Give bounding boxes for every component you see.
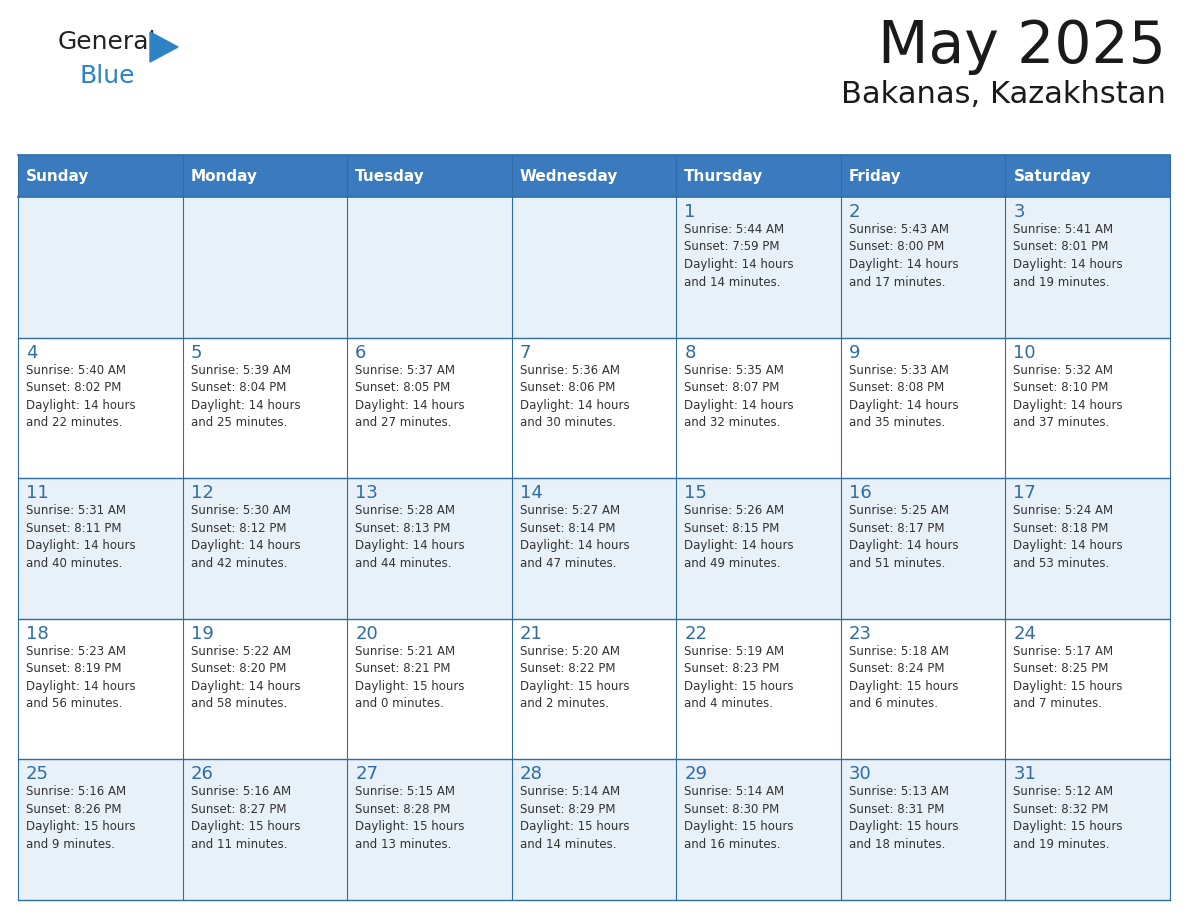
Bar (18, 338, 1170, 478)
Text: Sunrise: 5:12 AM
Sunset: 8:32 PM
Daylight: 15 hours
and 19 minutes.: Sunrise: 5:12 AM Sunset: 8:32 PM Dayligh… (1013, 786, 1123, 851)
Text: 24: 24 (1013, 625, 1036, 643)
Bar (18, 155, 183, 197)
Text: Sunrise: 5:37 AM
Sunset: 8:05 PM
Daylight: 14 hours
and 27 minutes.: Sunrise: 5:37 AM Sunset: 8:05 PM Dayligh… (355, 364, 465, 429)
Text: Sunrise: 5:16 AM
Sunset: 8:27 PM
Daylight: 15 hours
and 11 minutes.: Sunrise: 5:16 AM Sunset: 8:27 PM Dayligh… (190, 786, 301, 851)
Bar (18, 759, 1170, 900)
Text: 28: 28 (519, 766, 543, 783)
Text: Sunrise: 5:27 AM
Sunset: 8:14 PM
Daylight: 14 hours
and 47 minutes.: Sunrise: 5:27 AM Sunset: 8:14 PM Dayligh… (519, 504, 630, 570)
Text: 5: 5 (190, 343, 202, 362)
Bar (18, 619, 1170, 759)
Text: Sunrise: 5:39 AM
Sunset: 8:04 PM
Daylight: 14 hours
and 25 minutes.: Sunrise: 5:39 AM Sunset: 8:04 PM Dayligh… (190, 364, 301, 429)
Text: 26: 26 (190, 766, 214, 783)
Text: Sunrise: 5:15 AM
Sunset: 8:28 PM
Daylight: 15 hours
and 13 minutes.: Sunrise: 5:15 AM Sunset: 8:28 PM Dayligh… (355, 786, 465, 851)
Text: 29: 29 (684, 766, 707, 783)
Bar (841, 155, 1005, 197)
Text: Sunrise: 5:19 AM
Sunset: 8:23 PM
Daylight: 15 hours
and 4 minutes.: Sunrise: 5:19 AM Sunset: 8:23 PM Dayligh… (684, 644, 794, 711)
Text: 17: 17 (1013, 484, 1036, 502)
Text: 20: 20 (355, 625, 378, 643)
Text: Thursday: Thursday (684, 169, 764, 184)
Text: 30: 30 (849, 766, 872, 783)
Text: Sunrise: 5:17 AM
Sunset: 8:25 PM
Daylight: 15 hours
and 7 minutes.: Sunrise: 5:17 AM Sunset: 8:25 PM Dayligh… (1013, 644, 1123, 711)
Text: Wednesday: Wednesday (519, 169, 618, 184)
Text: 10: 10 (1013, 343, 1036, 362)
Text: 15: 15 (684, 484, 707, 502)
Polygon shape (150, 32, 178, 62)
Text: May 2025: May 2025 (878, 18, 1165, 75)
Text: Saturday: Saturday (1013, 169, 1092, 184)
Text: Sunrise: 5:30 AM
Sunset: 8:12 PM
Daylight: 14 hours
and 42 minutes.: Sunrise: 5:30 AM Sunset: 8:12 PM Dayligh… (190, 504, 301, 570)
Text: 13: 13 (355, 484, 378, 502)
Bar (347, 155, 512, 197)
Text: Friday: Friday (849, 169, 902, 184)
Text: Sunrise: 5:40 AM
Sunset: 8:02 PM
Daylight: 14 hours
and 22 minutes.: Sunrise: 5:40 AM Sunset: 8:02 PM Dayligh… (26, 364, 135, 429)
Text: Bakanas, Kazakhstan: Bakanas, Kazakhstan (841, 80, 1165, 109)
Text: Sunrise: 5:33 AM
Sunset: 8:08 PM
Daylight: 14 hours
and 35 minutes.: Sunrise: 5:33 AM Sunset: 8:08 PM Dayligh… (849, 364, 959, 429)
Text: 1: 1 (684, 203, 696, 221)
Text: Sunrise: 5:31 AM
Sunset: 8:11 PM
Daylight: 14 hours
and 40 minutes.: Sunrise: 5:31 AM Sunset: 8:11 PM Dayligh… (26, 504, 135, 570)
Text: Sunrise: 5:35 AM
Sunset: 8:07 PM
Daylight: 14 hours
and 32 minutes.: Sunrise: 5:35 AM Sunset: 8:07 PM Dayligh… (684, 364, 794, 429)
Text: 11: 11 (26, 484, 49, 502)
Bar (676, 155, 841, 197)
Text: Sunrise: 5:20 AM
Sunset: 8:22 PM
Daylight: 15 hours
and 2 minutes.: Sunrise: 5:20 AM Sunset: 8:22 PM Dayligh… (519, 644, 630, 711)
Text: 16: 16 (849, 484, 872, 502)
Text: 8: 8 (684, 343, 696, 362)
Text: Sunrise: 5:23 AM
Sunset: 8:19 PM
Daylight: 14 hours
and 56 minutes.: Sunrise: 5:23 AM Sunset: 8:19 PM Dayligh… (26, 644, 135, 711)
Text: Sunrise: 5:26 AM
Sunset: 8:15 PM
Daylight: 14 hours
and 49 minutes.: Sunrise: 5:26 AM Sunset: 8:15 PM Dayligh… (684, 504, 794, 570)
Text: 21: 21 (519, 625, 543, 643)
Text: 2: 2 (849, 203, 860, 221)
Text: 3: 3 (1013, 203, 1025, 221)
Text: Sunrise: 5:24 AM
Sunset: 8:18 PM
Daylight: 14 hours
and 53 minutes.: Sunrise: 5:24 AM Sunset: 8:18 PM Dayligh… (1013, 504, 1123, 570)
Text: Blue: Blue (80, 64, 135, 88)
Text: 9: 9 (849, 343, 860, 362)
Text: Sunrise: 5:41 AM
Sunset: 8:01 PM
Daylight: 14 hours
and 19 minutes.: Sunrise: 5:41 AM Sunset: 8:01 PM Dayligh… (1013, 223, 1123, 288)
Text: 25: 25 (26, 766, 49, 783)
Bar (18, 478, 1170, 619)
Bar (183, 155, 347, 197)
Text: Sunrise: 5:28 AM
Sunset: 8:13 PM
Daylight: 14 hours
and 44 minutes.: Sunrise: 5:28 AM Sunset: 8:13 PM Dayligh… (355, 504, 465, 570)
Text: 19: 19 (190, 625, 214, 643)
Text: Sunrise: 5:14 AM
Sunset: 8:30 PM
Daylight: 15 hours
and 16 minutes.: Sunrise: 5:14 AM Sunset: 8:30 PM Dayligh… (684, 786, 794, 851)
Text: 6: 6 (355, 343, 367, 362)
Text: Sunrise: 5:32 AM
Sunset: 8:10 PM
Daylight: 14 hours
and 37 minutes.: Sunrise: 5:32 AM Sunset: 8:10 PM Dayligh… (1013, 364, 1123, 429)
Text: 7: 7 (519, 343, 531, 362)
Text: 27: 27 (355, 766, 378, 783)
Text: Sunrise: 5:22 AM
Sunset: 8:20 PM
Daylight: 14 hours
and 58 minutes.: Sunrise: 5:22 AM Sunset: 8:20 PM Dayligh… (190, 644, 301, 711)
Text: General: General (58, 30, 157, 54)
Text: Sunday: Sunday (26, 169, 89, 184)
Text: Sunrise: 5:36 AM
Sunset: 8:06 PM
Daylight: 14 hours
and 30 minutes.: Sunrise: 5:36 AM Sunset: 8:06 PM Dayligh… (519, 364, 630, 429)
Text: Sunrise: 5:21 AM
Sunset: 8:21 PM
Daylight: 15 hours
and 0 minutes.: Sunrise: 5:21 AM Sunset: 8:21 PM Dayligh… (355, 644, 465, 711)
Text: 4: 4 (26, 343, 38, 362)
Text: 23: 23 (849, 625, 872, 643)
Text: 31: 31 (1013, 766, 1036, 783)
Bar (18, 197, 1170, 338)
Text: Sunrise: 5:13 AM
Sunset: 8:31 PM
Daylight: 15 hours
and 18 minutes.: Sunrise: 5:13 AM Sunset: 8:31 PM Dayligh… (849, 786, 959, 851)
Bar (512, 155, 676, 197)
Text: Monday: Monday (190, 169, 258, 184)
Text: 14: 14 (519, 484, 543, 502)
Bar (1005, 155, 1170, 197)
Text: Tuesday: Tuesday (355, 169, 425, 184)
Text: Sunrise: 5:14 AM
Sunset: 8:29 PM
Daylight: 15 hours
and 14 minutes.: Sunrise: 5:14 AM Sunset: 8:29 PM Dayligh… (519, 786, 630, 851)
Text: 22: 22 (684, 625, 707, 643)
Text: Sunrise: 5:18 AM
Sunset: 8:24 PM
Daylight: 15 hours
and 6 minutes.: Sunrise: 5:18 AM Sunset: 8:24 PM Dayligh… (849, 644, 959, 711)
Text: Sunrise: 5:44 AM
Sunset: 7:59 PM
Daylight: 14 hours
and 14 minutes.: Sunrise: 5:44 AM Sunset: 7:59 PM Dayligh… (684, 223, 794, 288)
Text: 18: 18 (26, 625, 49, 643)
Text: Sunrise: 5:16 AM
Sunset: 8:26 PM
Daylight: 15 hours
and 9 minutes.: Sunrise: 5:16 AM Sunset: 8:26 PM Dayligh… (26, 786, 135, 851)
Text: Sunrise: 5:43 AM
Sunset: 8:00 PM
Daylight: 14 hours
and 17 minutes.: Sunrise: 5:43 AM Sunset: 8:00 PM Dayligh… (849, 223, 959, 288)
Text: Sunrise: 5:25 AM
Sunset: 8:17 PM
Daylight: 14 hours
and 51 minutes.: Sunrise: 5:25 AM Sunset: 8:17 PM Dayligh… (849, 504, 959, 570)
Text: 12: 12 (190, 484, 214, 502)
